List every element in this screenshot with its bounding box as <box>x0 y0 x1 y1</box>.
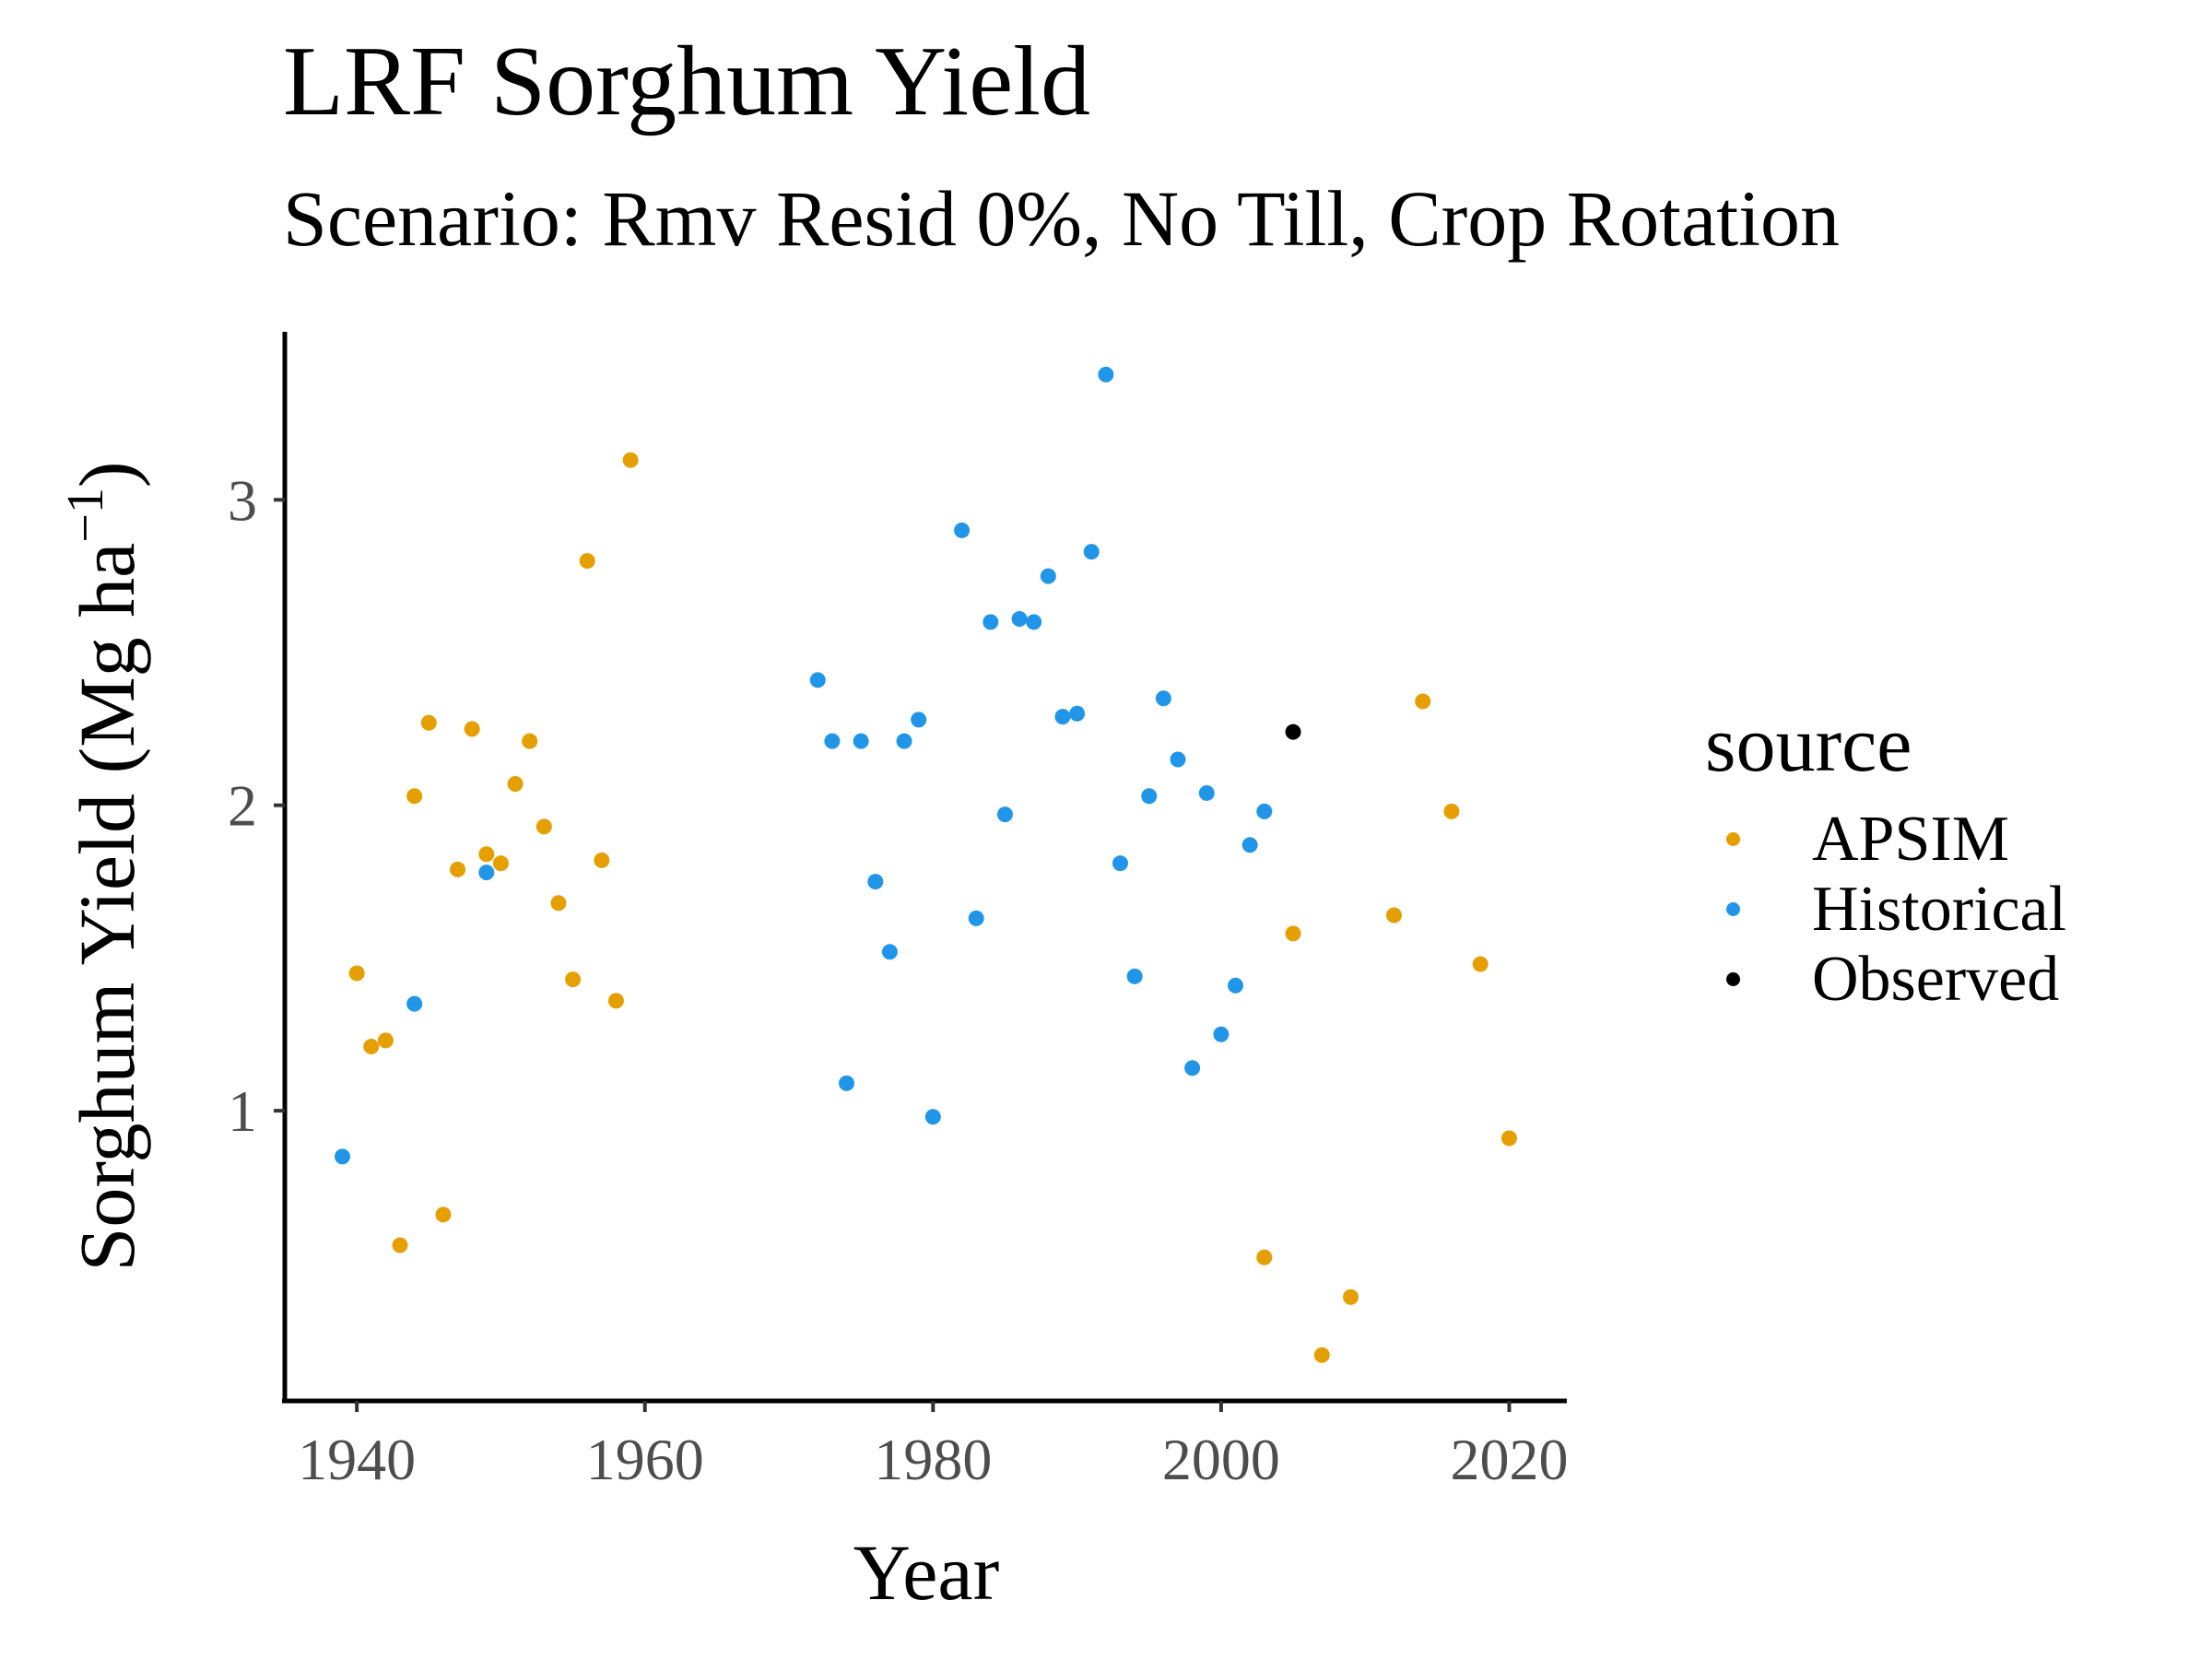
data-point-historical <box>968 910 984 926</box>
data-point-historical <box>896 733 912 749</box>
data-point-historical <box>1170 751 1186 768</box>
data-point-apsim <box>363 1039 380 1055</box>
legend-item-observed: Observed <box>1705 945 2066 1015</box>
data-point-historical <box>1069 705 1086 722</box>
legend-dot-historical <box>1725 902 1740 917</box>
data-point-apsim <box>435 1206 452 1223</box>
data-point-apsim <box>1385 907 1402 924</box>
data-point-historical <box>881 944 898 960</box>
data-point-historical <box>478 865 495 881</box>
x-tick-label: 1980 <box>874 1427 992 1492</box>
data-point-historical <box>1126 968 1143 984</box>
data-point-historical <box>1098 366 1114 382</box>
data-point-historical <box>406 995 423 1012</box>
data-point-apsim <box>579 553 595 570</box>
x-axis-title: Year <box>853 1528 999 1617</box>
data-point-historical <box>1054 709 1071 725</box>
legend-dot-observed <box>1725 972 1740 987</box>
data-point-historical <box>1011 611 1028 628</box>
data-point-historical <box>1040 568 1056 584</box>
y-axis-title-superscript: −1 <box>57 488 114 543</box>
data-point-historical <box>982 614 999 630</box>
data-point-historical <box>911 712 927 728</box>
chart-title: LRF Sorghum Yield <box>283 27 1091 136</box>
data-point-historical <box>1026 614 1042 630</box>
data-point-apsim <box>478 846 495 863</box>
data-point-historical <box>1198 784 1215 801</box>
data-point-apsim <box>1500 1130 1517 1147</box>
data-point-apsim <box>607 993 624 1009</box>
legend-item-apsim: APSIM <box>1705 805 2066 875</box>
data-point-apsim <box>492 855 509 872</box>
legend-key-observed <box>1714 961 1751 998</box>
data-point-historical <box>1155 690 1171 707</box>
data-point-historical <box>1141 788 1158 805</box>
data-point-historical <box>1228 977 1244 994</box>
data-point-historical <box>335 1148 351 1165</box>
data-point-historical <box>824 733 841 749</box>
data-point-historical <box>954 522 971 538</box>
data-point-observed <box>1285 724 1301 740</box>
data-point-historical <box>867 874 884 890</box>
data-point-historical <box>809 672 826 688</box>
data-point-historical <box>1083 544 1100 560</box>
data-point-apsim <box>1256 1249 1273 1265</box>
data-point-historical <box>1241 837 1258 853</box>
data-point-apsim <box>1285 925 1301 942</box>
data-point-historical <box>1256 803 1273 819</box>
y-tick-label: 3 <box>228 467 257 533</box>
data-point-apsim <box>507 776 524 793</box>
data-point-historical <box>1213 1026 1230 1042</box>
data-point-apsim <box>550 895 567 912</box>
data-point-historical <box>996 806 1013 823</box>
chart-subtitle: Scenario: Rmv Resid 0%, No Till, Crop Ro… <box>283 174 1841 263</box>
data-point-apsim <box>1415 693 1431 710</box>
data-point-apsim <box>565 971 582 988</box>
data-point-historical <box>853 733 869 749</box>
y-tick-label: 1 <box>228 1078 257 1144</box>
y-axis-title-close: ) <box>63 462 151 488</box>
y-axis-title: Sorghum Yield (Mg ha−1) <box>57 462 151 1272</box>
y-tick-label: 2 <box>228 773 257 839</box>
y-axis-title-main: Sorghum Yield (Mg ha <box>63 543 151 1272</box>
x-tick-label: 2000 <box>1162 1427 1280 1492</box>
data-point-apsim <box>1343 1288 1359 1305</box>
data-point-apsim <box>392 1237 408 1253</box>
x-tick-label: 1960 <box>586 1427 704 1492</box>
data-point-apsim <box>622 452 639 468</box>
legend-key-historical <box>1714 891 1751 928</box>
data-point-apsim <box>1443 803 1460 819</box>
data-point-apsim <box>377 1032 394 1049</box>
data-point-apsim <box>406 788 423 805</box>
legend-label-observed: Observed <box>1812 943 2060 1015</box>
data-point-apsim <box>464 721 480 737</box>
data-point-historical <box>924 1109 941 1125</box>
legend-dot-apsim <box>1725 832 1740 847</box>
data-point-apsim <box>420 714 437 731</box>
data-point-apsim <box>450 861 466 877</box>
legend-label-historical: Historical <box>1812 873 2067 945</box>
data-point-apsim <box>522 733 538 749</box>
x-tick-label: 2020 <box>1450 1427 1568 1492</box>
legend-key-apsim <box>1714 821 1751 858</box>
legend: source APSIM Historical Observed <box>1705 700 2066 1015</box>
data-point-apsim <box>1472 956 1488 972</box>
data-point-apsim <box>1313 1347 1330 1363</box>
legend-title: source <box>1705 700 1912 788</box>
legend-item-historical: Historical <box>1705 875 2066 945</box>
data-point-historical <box>1112 855 1128 872</box>
data-point-apsim <box>535 818 552 835</box>
data-point-apsim <box>348 965 365 982</box>
data-point-historical <box>839 1075 855 1091</box>
data-point-historical <box>1184 1060 1201 1077</box>
legend-label-apsim: APSIM <box>1812 803 2009 875</box>
data-point-apsim <box>594 852 610 868</box>
x-tick-label: 1940 <box>298 1427 416 1492</box>
